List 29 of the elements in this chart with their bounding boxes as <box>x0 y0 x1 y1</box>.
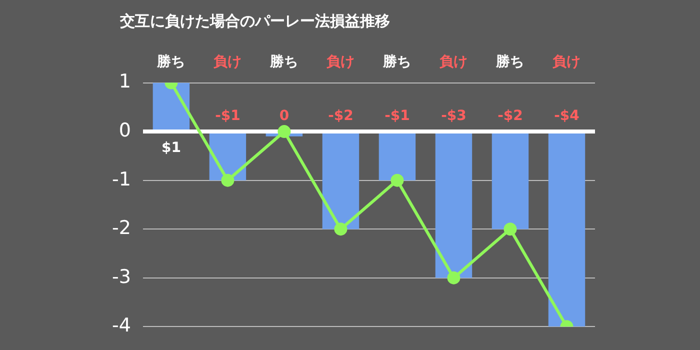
x-tick-label: 負け <box>326 54 355 70</box>
x-tick-label: 勝ち <box>269 54 298 70</box>
chart-title: 交互に負けた場合のパーレー法損益推移 <box>120 12 390 31</box>
data-label: -$4 <box>554 108 580 124</box>
data-label: -$3 <box>441 108 466 124</box>
y-tick-label: -1 <box>112 168 131 190</box>
y-tick-label: -4 <box>112 314 131 337</box>
point <box>447 271 460 284</box>
x-tick-label: 負け <box>214 54 242 70</box>
point <box>221 174 234 187</box>
y-tick-label: 0 <box>118 119 131 142</box>
point <box>334 222 348 236</box>
point <box>390 174 404 187</box>
data-label: -$2 <box>498 108 523 124</box>
data-label: -$1 <box>384 108 410 124</box>
data-label: -$1 <box>215 108 240 124</box>
data-label: 0 <box>279 108 290 124</box>
point <box>278 125 291 138</box>
x-tick-label: 負け <box>440 54 468 70</box>
y-tick-label: -3 <box>112 266 131 288</box>
point <box>504 222 517 236</box>
x-tick-label: 勝ち <box>382 54 412 70</box>
y-tick-label: 1 <box>118 70 131 93</box>
y-tick-label: -2 <box>112 217 131 240</box>
x-tick-label: 勝ち <box>156 54 186 70</box>
x-tick-label: 勝ち <box>495 54 524 70</box>
data-label: $1 <box>161 140 181 156</box>
data-label: -$2 <box>328 108 354 124</box>
x-tick-label: 負け <box>552 54 581 70</box>
